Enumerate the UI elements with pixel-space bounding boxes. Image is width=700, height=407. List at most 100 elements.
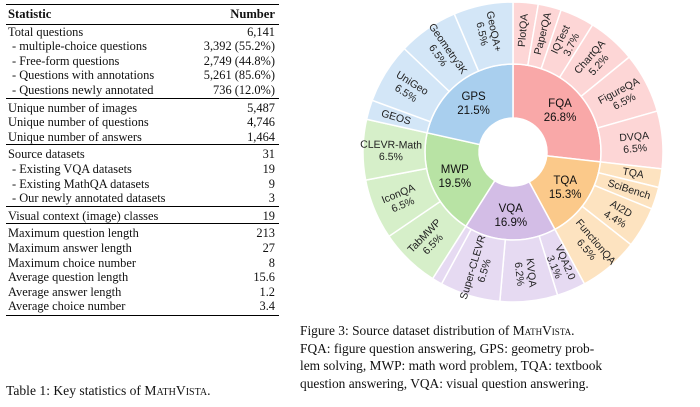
table-row: Average choice number 3.4: [6, 299, 279, 316]
table-caption: Table 1: Key statistics of MathVista.: [6, 383, 211, 399]
table-caption-name: MathVista: [144, 383, 208, 398]
table-row: Unique number of questions 4,746: [6, 115, 279, 130]
table-row: Maximum choice number 8: [6, 256, 279, 271]
row-label: Average answer length: [8, 284, 122, 299]
table-caption-prefix: Table 1: Key statistics of: [6, 383, 145, 398]
row-value: 3.4: [190, 299, 279, 316]
outer-slice-label: 6.5%: [379, 151, 403, 163]
figure-caption-line-4: question answering, VQA: visual question…: [300, 375, 589, 391]
figure-caption: Figure 3: Source dataset distribution of…: [300, 322, 696, 392]
row-value: 8: [268, 255, 275, 270]
row-label: - Questions with annotations: [12, 68, 155, 83]
row-label: Unique number of questions: [8, 115, 149, 130]
row-value: 5,261 (85.6%): [203, 68, 275, 83]
row-label: - Our newly annotated datasets: [12, 191, 166, 206]
statistics-table: Statistic Number Total questions 6,141- m…: [6, 4, 279, 316]
figure-caption-line-3: lem solving, MWP: math word problem, TQA…: [300, 358, 603, 374]
row-value: 3,392 (55.2%): [203, 39, 275, 54]
row-label: Unique number of images: [6, 97, 191, 116]
inner-slice-label: 21.5%: [457, 105, 490, 117]
header-statistic: Statistic: [6, 4, 191, 25]
row-value: 9: [268, 176, 275, 191]
sunburst-svg: FQA 26.8% TQA 15.3% VQA 16.9% MWP 19.5% GPS 21.5%…: [360, 1, 664, 303]
outer-slice-name: CLEVR-Math: [360, 139, 422, 152]
table-row: Unique number of images 5,487: [6, 97, 279, 116]
inner-slice-name: TQA: [553, 175, 577, 187]
inner-slice-label: 19.5%: [438, 178, 471, 190]
row-label: - multiple-choice questions: [12, 39, 147, 54]
table-row: Total questions 6,141: [6, 24, 279, 39]
row-value: 736 (12.0%): [213, 82, 275, 97]
row-value: 2,749 (44.8%): [203, 53, 275, 68]
inner-slice-name: GPS: [461, 91, 486, 103]
table-row: Maximum answer length 27: [6, 241, 279, 256]
table-row: Unique number of answers 1,464: [6, 130, 279, 145]
row-label: Unique number of answers: [8, 129, 142, 144]
row-value: 6,141: [247, 24, 275, 39]
row-label: - Existing MathQA datasets: [12, 176, 150, 191]
table-header-row: Statistic Number: [6, 4, 279, 25]
sunburst-center: [479, 118, 547, 186]
table-row: - Our newly annotated datasets 3: [6, 191, 279, 206]
table-row: - Existing MathQA datasets 9: [6, 177, 279, 192]
outer-slice-label: 6.5%: [623, 142, 648, 156]
row-label: Average choice number: [6, 299, 191, 316]
table-row: - Free-form questions 2,749 (44.8%): [6, 54, 279, 69]
row-value: 5,487: [190, 97, 279, 116]
inner-slice-name: FQA: [548, 98, 572, 110]
row-label: Average question length: [8, 270, 129, 285]
row-label: - Existing VQA datasets: [12, 161, 132, 176]
figure-caption-line-1-text: Figure 3: Source dataset distribution of: [300, 323, 513, 338]
row-value: 4,746: [247, 115, 275, 130]
row-value: 19: [190, 205, 279, 224]
statistics-table-container: Statistic Number Total questions 6,141- m…: [6, 4, 279, 316]
table-row: Average answer length 1.2: [6, 285, 279, 300]
row-label: Maximum answer length: [8, 240, 132, 255]
row-value: 27: [262, 240, 275, 255]
table-row: - Questions with annotations 5,261 (85.6%…: [6, 68, 279, 83]
table-row: - Questions newly annotated 736 (12.0%): [6, 83, 279, 98]
row-value: 15.6: [253, 270, 275, 285]
table-row: Maximum question length 213: [6, 223, 279, 241]
row-value: 213: [190, 223, 279, 241]
outer-slice-label: 6.5%: [473, 21, 490, 47]
outer-slice: [453, 1, 514, 73]
outer-slice-name: DVQA: [619, 130, 650, 144]
row-label: Total questions: [8, 24, 84, 39]
row-label: Maximum question length: [6, 223, 191, 241]
outer-slice-name: PlotQA: [516, 13, 531, 47]
row-label: Maximum choice number: [8, 255, 137, 270]
inner-slice-label: 16.9%: [494, 217, 527, 229]
row-label: Source datasets: [6, 144, 191, 162]
inner-slice-name: MWP: [441, 164, 469, 176]
outer-slice-label: 6.2%: [512, 262, 526, 287]
figure-caption-line-2: FQA: figure question answering, GPS: geo…: [300, 340, 595, 356]
row-value: 1.2: [259, 284, 276, 299]
table-row: - Existing VQA datasets 19: [6, 162, 279, 177]
table-row: Source datasets 31: [6, 144, 279, 162]
row-value: 19: [262, 161, 275, 176]
table-row: Visual context (image) classes 19: [6, 205, 279, 224]
inner-slice-label: 26.8%: [544, 112, 577, 124]
figure-caption-name: MathVista: [512, 323, 572, 338]
table-row: Average question length 15.6: [6, 270, 279, 285]
row-label: Visual context (image) classes: [6, 205, 191, 224]
inner-slice-name: VQA: [499, 203, 524, 215]
row-value: 3: [268, 191, 275, 206]
outer-slice-labels: PlotQA: [516, 13, 531, 47]
outer-slice-labels: TQA: [621, 166, 644, 182]
row-label: - Questions newly annotated: [12, 82, 154, 97]
outer-slice-name: KVQA: [523, 258, 538, 288]
figure-caption-line-1: Figure 3: Source dataset distribution of…: [300, 322, 696, 340]
inner-slice-label: 15.3%: [549, 189, 582, 201]
table-caption-suffix: .: [207, 383, 211, 398]
outer-slice-name: TQA: [621, 166, 644, 182]
row-value: 1,464: [247, 129, 275, 144]
table-row: - multiple-choice questions 3,392 (55.2%): [6, 39, 279, 54]
row-value: 31: [190, 144, 279, 162]
figure-caption-suffix: .: [571, 323, 575, 338]
row-label: - Free-form questions: [12, 53, 120, 68]
